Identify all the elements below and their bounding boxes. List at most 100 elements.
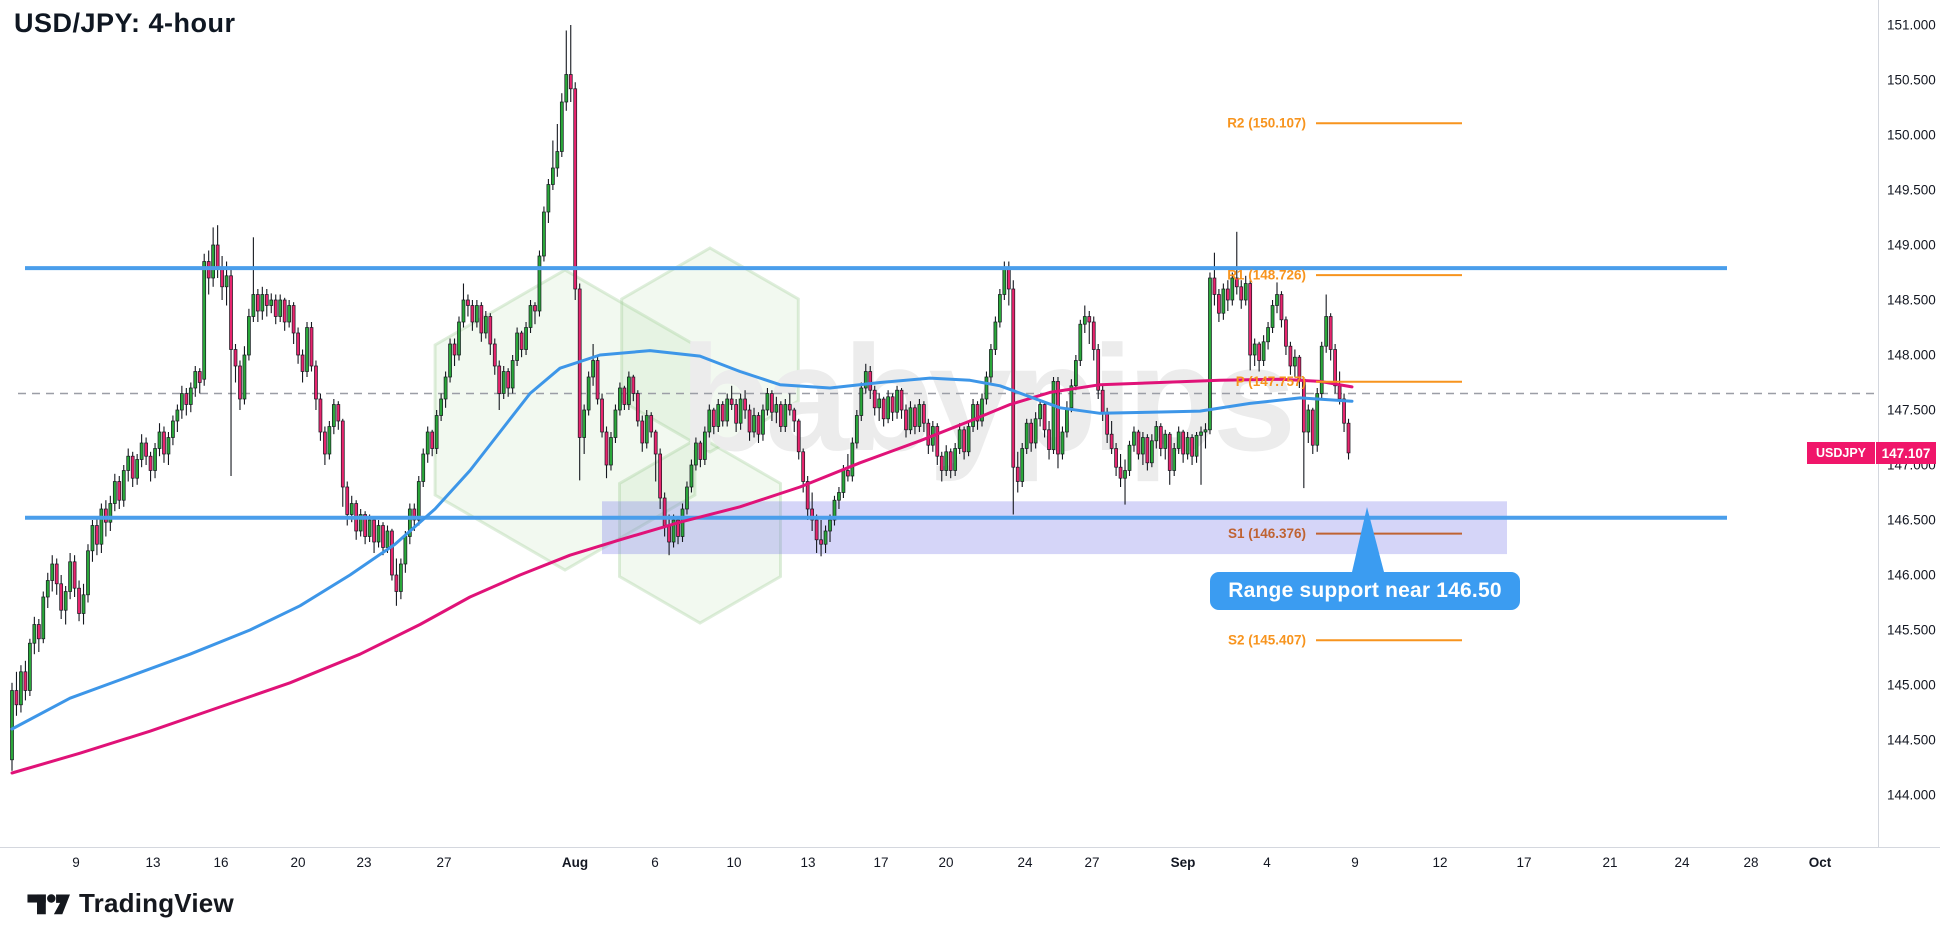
candle-down [323,431,327,455]
x-axis-label: 27 [436,855,452,870]
candle-down [796,420,801,453]
candle-up [1065,407,1069,433]
candle-down [1047,429,1051,450]
candle-down [363,514,367,537]
pivot-level-r2[interactable]: R2 (150.107) [1227,116,1462,131]
candle-down [1056,381,1060,455]
ma-pink-slow-layer [10,377,1354,775]
candle-up [1252,343,1257,356]
y-axis-label: 145.000 [1887,677,1936,693]
candle-up [1221,288,1226,314]
candle-down [734,404,738,424]
candle-down [533,305,537,312]
candle-down [336,404,341,422]
support-zone[interactable] [602,501,1507,555]
candle-down [1029,422,1034,444]
x-axis-label: 12 [1432,855,1448,870]
y-axis-label: 144.000 [1887,787,1936,803]
candle-down [1167,433,1172,471]
candle-up [1069,385,1074,409]
pivot-level-s2[interactable]: S2 (145.407) [1228,633,1462,648]
candle-up [546,184,551,213]
candle-up [90,525,95,552]
candle-up [510,360,515,389]
candle-down [1091,321,1096,350]
x-axis-label: Oct [1808,855,1832,870]
candle-up [68,561,72,592]
candle-down [381,525,385,548]
candle-up [448,343,452,378]
pivot-level-r1[interactable]: R1 (148.726) [1227,268,1462,283]
candle-up [1243,283,1248,301]
candle-up [627,376,631,405]
candle-up [989,349,993,378]
candle-up [188,387,193,405]
candle-down [1328,316,1333,350]
candle-up [702,431,707,460]
ma-pink-slow[interactable] [10,377,1354,775]
candle-up [774,404,779,413]
tradingview-logo[interactable]: TradingView [26,888,234,919]
candle-down [1109,433,1114,449]
candle-up [886,396,890,420]
babypips-watermark: babypips [433,246,1297,625]
ma-blue-fast[interactable] [10,349,1354,731]
candle-up [1266,327,1270,343]
candle-down [1212,277,1217,295]
candle-down [805,481,810,510]
candle-up [1208,277,1212,431]
candle-up [439,398,443,416]
candle-up [1293,356,1297,367]
candle-up [859,387,864,416]
time-axis[interactable]: 9 13 16 20 23 27 Aug 6 10 13 17 20 24 27 Sep 4 9 12 17 21 24… [0,848,1940,888]
x-axis-label: 9 [72,855,80,870]
candle-up [305,327,309,372]
candle-down [1105,411,1110,435]
y-axis-label: 147.500 [1887,402,1936,418]
candle-down [1042,404,1047,431]
candle-down [273,299,278,317]
candle-down [148,455,153,471]
x-axis-label: 24 [1674,855,1690,870]
price-chart[interactable]: babypips R2 (150.107) R1 (148.726) P (147.7… [0,0,1878,845]
candle-up [555,151,560,169]
y-axis-label: 148.000 [1887,347,1936,363]
candle-up [1038,404,1042,420]
candle-up [980,398,984,422]
pivot-level-p[interactable]: P (147.757) [1236,374,1462,389]
range-support-callout[interactable]: Range support near 146.50 [1210,572,1520,610]
candle-down [631,376,636,394]
candle-up [671,519,676,543]
candle-up [586,376,591,411]
candle-up [461,299,466,323]
candle-up [407,508,412,537]
candle-down [667,525,671,543]
pivot-level-s1[interactable]: S1 (146.376) [1228,526,1462,541]
candle-down [497,365,502,394]
candle-up [1002,268,1007,295]
candle-up [202,261,207,380]
candle-down [913,407,917,427]
candle-up [121,470,126,501]
candle-down [1190,437,1194,457]
candle-down [935,426,940,457]
candle-down [1288,345,1293,367]
candle-down [801,451,806,482]
candle-up [984,376,989,400]
candle-down [1279,294,1284,321]
candle-up [783,404,788,427]
y-axis-label: 151.000 [1887,17,1936,33]
x-axis-label: 20 [938,855,954,870]
y-axis-label: 148.500 [1887,292,1936,308]
candle-up [850,442,855,477]
candle-down [452,343,457,356]
price-axis[interactable]: 151.000 150.500 150.000 149.500 149.000 148.5… [1879,0,1940,847]
current-price-tag: USDJPY 147.107 [1807,442,1937,464]
y-axis-label: 150.000 [1887,127,1936,143]
candle-up [224,275,229,288]
candle-up [1033,418,1038,444]
candle-down [948,451,953,471]
candle-down [1100,389,1105,413]
candle-up [331,404,336,427]
candle-down [649,415,654,433]
